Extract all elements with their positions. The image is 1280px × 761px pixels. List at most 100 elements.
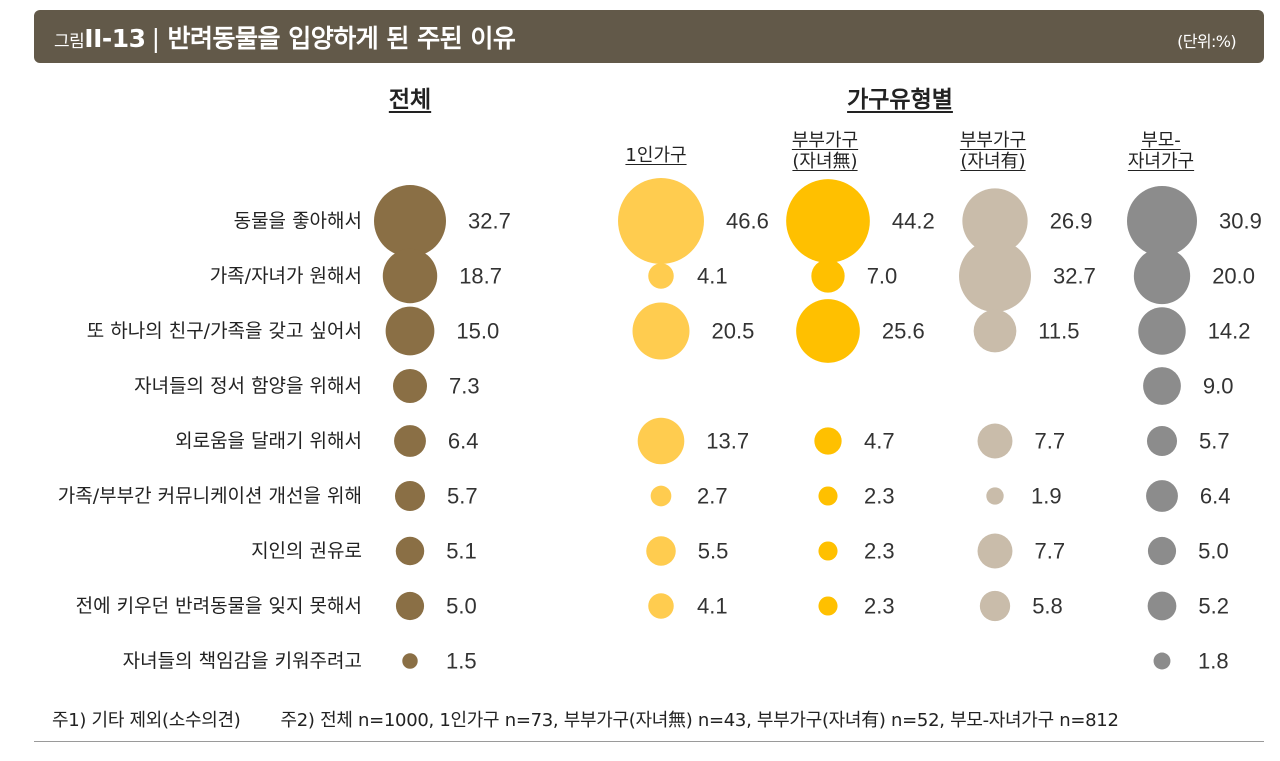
value-label: 2.3 xyxy=(864,484,895,509)
value-label: 20.0 xyxy=(1212,264,1255,289)
bubble-부부가구-자녀 xyxy=(818,486,838,506)
figure-number: II-13 xyxy=(84,24,146,53)
column-header-line: (자녀有) xyxy=(960,151,1026,172)
value-label: 1.8 xyxy=(1198,649,1229,674)
bubble-전체 xyxy=(394,480,426,512)
value-label: 26.9 xyxy=(1050,209,1093,234)
value-label: 14.2 xyxy=(1208,319,1251,344)
value-label: 2.3 xyxy=(864,539,895,564)
bubble-부부가구-자녀 xyxy=(811,259,845,293)
value-label: 5.5 xyxy=(698,539,729,564)
bubble-부모-자녀가구 xyxy=(1147,591,1177,621)
value-label: 4.1 xyxy=(697,264,728,289)
bubble-부부가구-자녀 xyxy=(977,423,1013,459)
bubble-전체 xyxy=(395,591,425,621)
bubble-부부가구-자녀 xyxy=(786,179,870,263)
row-label: 외로움을 달래기 위해서 xyxy=(175,430,362,452)
title-separator: | xyxy=(151,24,160,53)
value-label: 2.3 xyxy=(864,594,895,619)
bubble-전체 xyxy=(392,368,428,404)
bubble-1인가구 xyxy=(648,593,674,619)
column-header-부부가구-자녀: 부부가구 (자녀有) xyxy=(960,130,1026,172)
value-label: 5.8 xyxy=(1032,594,1063,619)
bubble-1인가구 xyxy=(650,485,672,507)
value-label: 7.7 xyxy=(1035,429,1066,454)
value-label: 15.0 xyxy=(456,319,499,344)
bubble-부부가구-자녀 xyxy=(986,487,1004,505)
bubble-부부가구-자녀 xyxy=(979,590,1011,622)
bottom-rule xyxy=(34,741,1264,742)
bubble-전체 xyxy=(402,653,418,669)
row-label: 동물을 좋아해서 xyxy=(233,210,362,232)
bubble-부부가구-자녀 xyxy=(962,188,1028,254)
value-label: 5.2 xyxy=(1198,594,1229,619)
value-label: 7.0 xyxy=(867,264,898,289)
bubble-부모-자녀가구 xyxy=(1146,480,1178,512)
unit-label: (단위:%) xyxy=(1177,32,1237,51)
bubble-부부가구-자녀 xyxy=(818,596,838,616)
bubble-부부가구-자녀 xyxy=(973,309,1017,353)
footnote-1: 주1) 기타 제외(소수의견) xyxy=(52,710,241,731)
column-header-line: 부부가구 xyxy=(791,130,859,151)
value-label: 18.7 xyxy=(459,264,502,289)
value-label: 5.7 xyxy=(1199,429,1230,454)
value-label: 5.0 xyxy=(446,594,477,619)
bubble-부부가구-자녀 xyxy=(814,427,842,455)
value-label: 2.7 xyxy=(697,484,728,509)
footnotes: 주1) 기타 제외(소수의견) 주2) 전체 n=1000, 1인가구 n=73,… xyxy=(52,706,1119,732)
value-label: 5.0 xyxy=(1198,539,1229,564)
column-header-line: (자녀無) xyxy=(792,151,858,172)
value-label: 11.5 xyxy=(1038,319,1079,344)
bubble-부부가구-자녀 xyxy=(959,240,1031,312)
row-label: 가족/자녀가 원해서 xyxy=(209,265,362,287)
bubble-1인가구 xyxy=(637,417,685,465)
bubble-1인가구 xyxy=(648,263,674,289)
column-header-line: 자녀가구 xyxy=(1127,151,1195,172)
footnote-2: 주2) 전체 n=1000, 1인가구 n=73, 부부가구(자녀無) n=43… xyxy=(280,710,1119,731)
bubble-부모-자녀가구 xyxy=(1147,536,1177,566)
bubble-전체 xyxy=(382,248,438,304)
section-title-overall: 전체 xyxy=(388,87,432,113)
bubble-부모-자녀가구 xyxy=(1127,186,1197,256)
figure-label: 그림 xyxy=(54,32,85,52)
row-label: 가족/부부간 커뮤니케이션 개선을 위해 xyxy=(57,485,362,507)
figure-title: 그림II-13 | 반려동물을 입양하게 된 주된 이유 xyxy=(54,19,516,55)
bubble-부모-자녀가구 xyxy=(1153,652,1171,670)
column-header-부모-자녀가구: 부모- 자녀가구 xyxy=(1128,130,1194,172)
row-label: 또 하나의 친구/가족을 갖고 싶어서 xyxy=(86,320,362,342)
value-label: 1.5 xyxy=(446,649,477,674)
column-header-1인가구: 1인가구 xyxy=(625,145,686,166)
column-header-line: 1인가구 xyxy=(625,145,687,166)
value-label: 5.7 xyxy=(447,484,478,509)
bubble-부모-자녀가구 xyxy=(1133,247,1191,305)
row-label: 지인의 권유로 xyxy=(251,540,362,562)
bubble-전체 xyxy=(374,185,446,257)
bubble-1인가구 xyxy=(632,302,690,360)
value-label: 4.7 xyxy=(864,429,895,454)
value-label: 9.0 xyxy=(1203,374,1234,399)
figure-header: 그림II-13 | 반려동물을 입양하게 된 주된 이유 (단위:%) xyxy=(34,10,1264,63)
row-label: 자녀들의 정서 함양을 위해서 xyxy=(134,375,362,397)
bubble-전체 xyxy=(385,306,435,356)
row-label: 자녀들의 책임감을 키워주려고 xyxy=(122,650,362,672)
bubble-부부가구-자녀 xyxy=(796,299,860,363)
value-label: 5.1 xyxy=(446,539,477,564)
column-header-line: 부부가구 xyxy=(959,130,1027,151)
value-label: 6.4 xyxy=(1200,484,1231,509)
bubble-부모-자녀가구 xyxy=(1138,307,1186,355)
value-label: 4.1 xyxy=(697,594,728,619)
bubble-전체 xyxy=(395,536,425,566)
bubble-1인가구 xyxy=(646,536,676,566)
value-label: 32.7 xyxy=(468,209,511,234)
bubble-부부가구-자녀 xyxy=(818,541,838,561)
bubble-부모-자녀가구 xyxy=(1143,367,1181,405)
value-label: 32.7 xyxy=(1053,264,1096,289)
bubble-전체 xyxy=(394,425,426,457)
value-label: 13.7 xyxy=(706,429,749,454)
value-label: 7.7 xyxy=(1035,539,1066,564)
bubble-1인가구 xyxy=(618,178,704,264)
value-label: 6.4 xyxy=(448,429,479,454)
row-label: 전에 키우던 반려동물을 잊지 못해서 xyxy=(75,595,362,617)
column-header-부부가구-자녀: 부부가구 (자녀無) xyxy=(792,130,858,172)
